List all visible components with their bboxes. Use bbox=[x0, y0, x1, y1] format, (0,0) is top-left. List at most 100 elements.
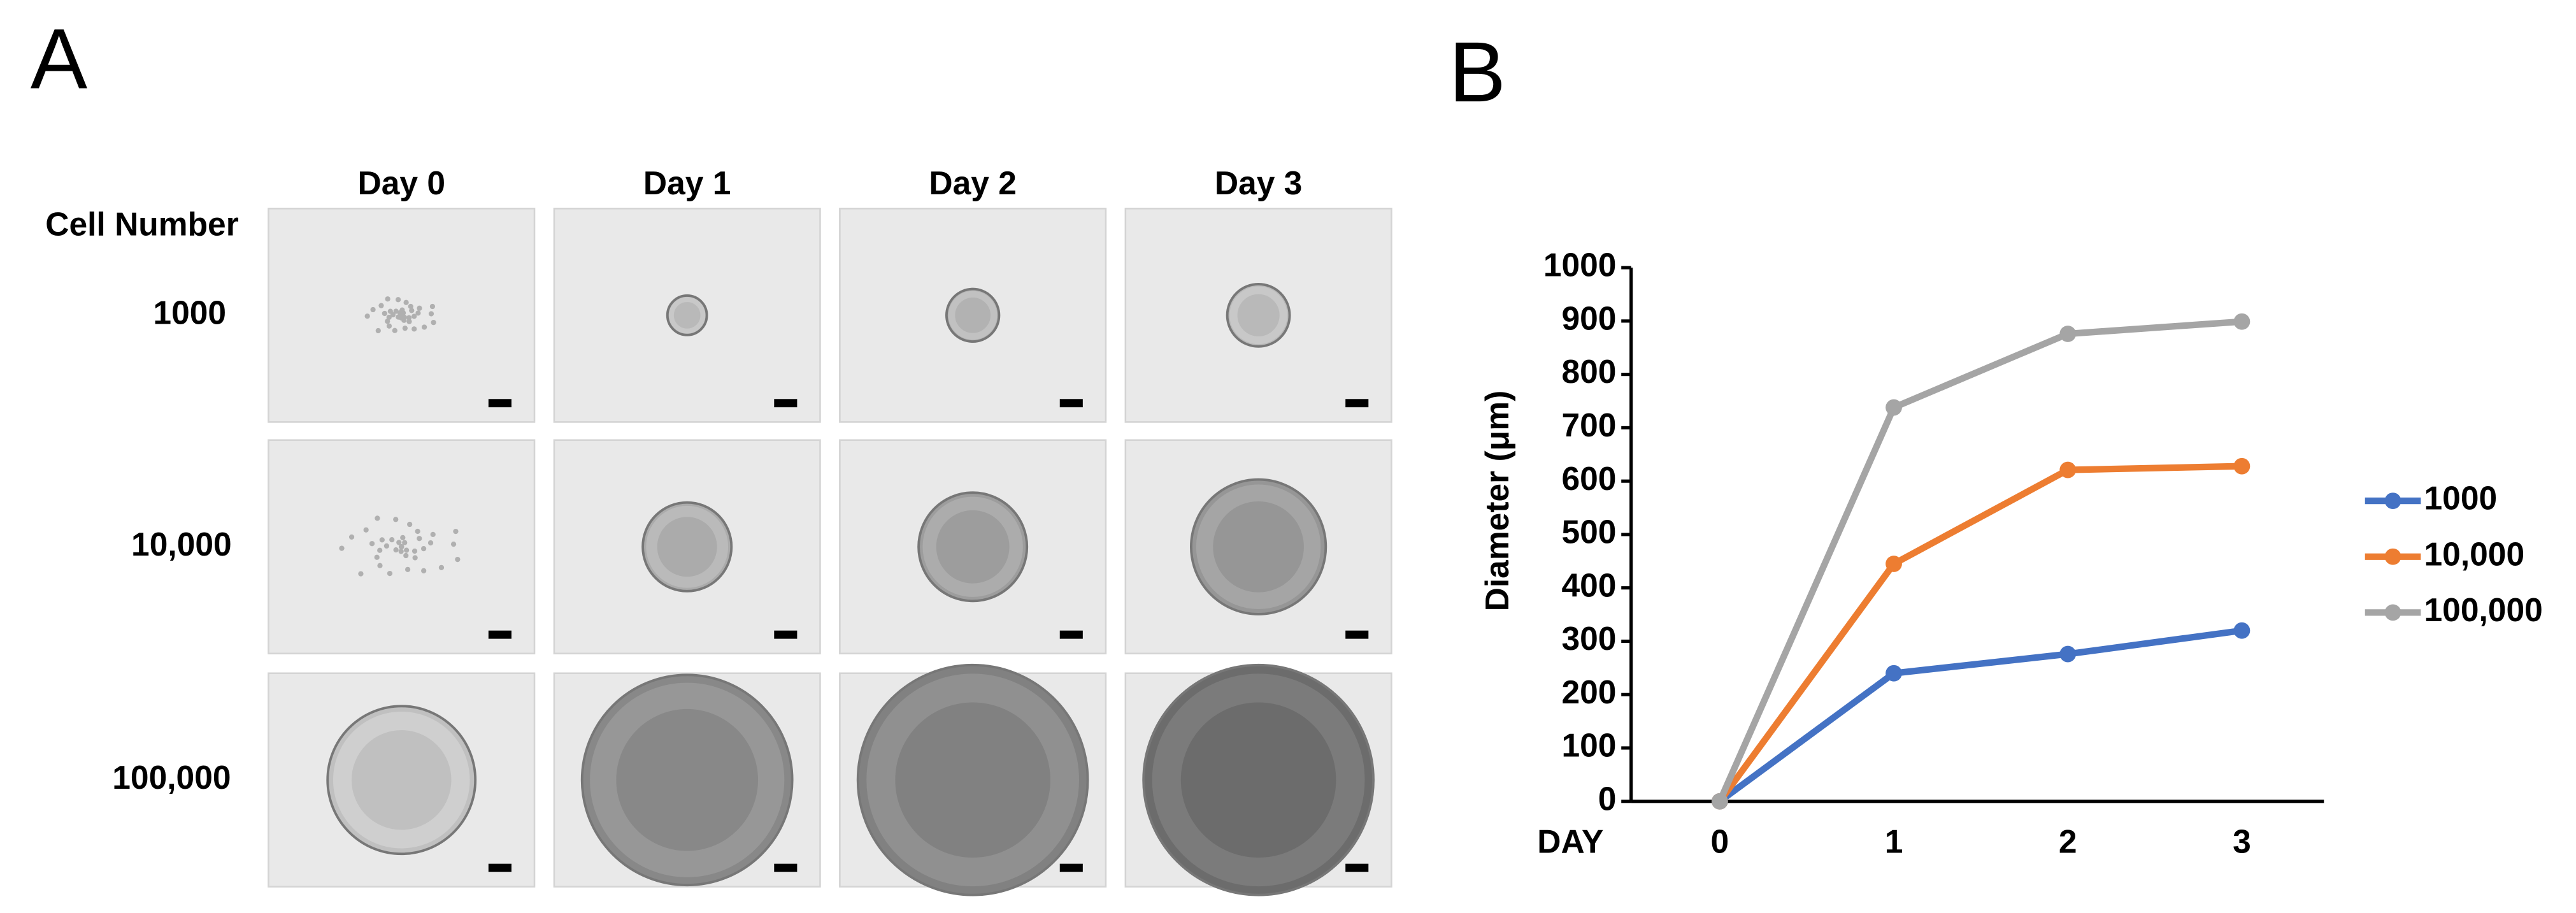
cell bbox=[386, 314, 392, 320]
cell bbox=[427, 540, 434, 546]
cell bbox=[396, 540, 402, 545]
y-tick-label: 0 bbox=[1598, 780, 1617, 817]
cell bbox=[409, 308, 415, 313]
y-tick-label: 400 bbox=[1561, 566, 1616, 603]
series-line bbox=[1717, 463, 2242, 803]
scale-bar bbox=[1059, 630, 1083, 639]
legend-marker bbox=[2384, 548, 2401, 565]
data-point bbox=[2233, 457, 2250, 475]
y-tick-label: 800 bbox=[1561, 353, 1616, 390]
data-point bbox=[2059, 326, 2077, 342]
cell bbox=[402, 326, 408, 331]
cell bbox=[450, 542, 457, 547]
cell bbox=[408, 303, 413, 310]
cell bbox=[383, 543, 390, 549]
cell bbox=[398, 549, 404, 554]
legend-marker bbox=[2384, 492, 2401, 509]
data-point bbox=[1885, 399, 1902, 416]
y-tick-label: 200 bbox=[1561, 673, 1616, 710]
x-tick-label: 2 bbox=[2059, 823, 2077, 859]
x-tick-label: 3 bbox=[2233, 823, 2251, 859]
cell bbox=[431, 320, 436, 326]
cell bbox=[377, 563, 383, 568]
data-point bbox=[1711, 793, 1728, 810]
cell bbox=[400, 535, 406, 540]
cell bbox=[385, 296, 390, 302]
scale-bar bbox=[488, 630, 512, 639]
spheroid-rim bbox=[669, 297, 706, 334]
scale-bar bbox=[488, 399, 512, 408]
cell bbox=[455, 556, 461, 563]
data-point bbox=[1885, 665, 1902, 682]
spheroid-rim bbox=[948, 291, 998, 340]
cell bbox=[421, 324, 427, 330]
spheroid-rim bbox=[1229, 286, 1287, 345]
cell bbox=[415, 310, 421, 316]
cell bbox=[374, 554, 380, 560]
y-tick-label: 600 bbox=[1561, 460, 1616, 497]
data-point bbox=[2233, 622, 2250, 639]
cell bbox=[421, 568, 427, 573]
cell bbox=[406, 315, 412, 320]
cell bbox=[429, 303, 436, 310]
cell bbox=[358, 571, 364, 577]
y-tick-label: 1000 bbox=[1543, 247, 1617, 284]
column-header: Day 1 bbox=[643, 164, 731, 201]
cell bbox=[406, 319, 412, 324]
cell bbox=[401, 314, 407, 320]
cell bbox=[378, 303, 384, 308]
y-tick-label: 100 bbox=[1561, 727, 1616, 764]
legend-label: 10,000 bbox=[2424, 535, 2525, 572]
cell bbox=[393, 517, 399, 522]
cell bbox=[377, 547, 383, 553]
scale-bar bbox=[1345, 399, 1369, 408]
scale-bar bbox=[1059, 399, 1083, 408]
data-point bbox=[1885, 556, 1902, 572]
cell bbox=[387, 570, 393, 577]
column-header: Day 2 bbox=[929, 164, 1017, 201]
cell bbox=[411, 326, 417, 332]
cell bbox=[438, 564, 445, 570]
cell bbox=[411, 548, 418, 554]
data-point bbox=[2059, 461, 2077, 478]
legend-label: 1000 bbox=[2424, 480, 2498, 517]
y-tick-label: 900 bbox=[1561, 299, 1616, 336]
cell bbox=[379, 537, 385, 543]
x-tick-label: 0 bbox=[1711, 823, 1729, 859]
scale-bar bbox=[774, 399, 798, 408]
column-header: Day 0 bbox=[357, 164, 445, 201]
panel-label: B bbox=[1449, 25, 1506, 120]
cell bbox=[395, 297, 401, 303]
x-tick-label: 1 bbox=[1885, 823, 1903, 859]
cell bbox=[385, 319, 390, 324]
cell bbox=[403, 299, 409, 305]
cell bbox=[339, 545, 345, 551]
spheroid-rim bbox=[866, 673, 1080, 887]
cell bbox=[428, 311, 434, 317]
scale-bar bbox=[1345, 863, 1369, 872]
cell bbox=[407, 521, 413, 528]
legend-label: 100,000 bbox=[2424, 591, 2543, 628]
cell bbox=[417, 536, 422, 542]
panel-label: A bbox=[31, 11, 88, 106]
y-tick-label: 500 bbox=[1561, 514, 1616, 550]
cell bbox=[364, 313, 370, 319]
row-label: 100,000 bbox=[112, 759, 231, 796]
cell bbox=[402, 540, 408, 545]
data-point bbox=[2059, 645, 2077, 663]
cell bbox=[420, 546, 427, 552]
cell bbox=[430, 531, 436, 538]
chart: Diameter (μm) DAY 0 100 200 300 400 500 600 700… bbox=[1478, 247, 2543, 860]
spheroid-rim bbox=[646, 505, 729, 588]
y-tick-label: 700 bbox=[1561, 406, 1616, 443]
cell bbox=[411, 313, 417, 319]
cell bbox=[370, 306, 376, 313]
cell bbox=[386, 323, 392, 329]
cell bbox=[403, 547, 410, 553]
x-axis-label: DAY bbox=[1537, 823, 1603, 859]
cell bbox=[389, 537, 395, 543]
scale-bar bbox=[774, 630, 798, 639]
row-label: 1000 bbox=[153, 294, 226, 331]
spheroid-rim bbox=[333, 711, 470, 849]
